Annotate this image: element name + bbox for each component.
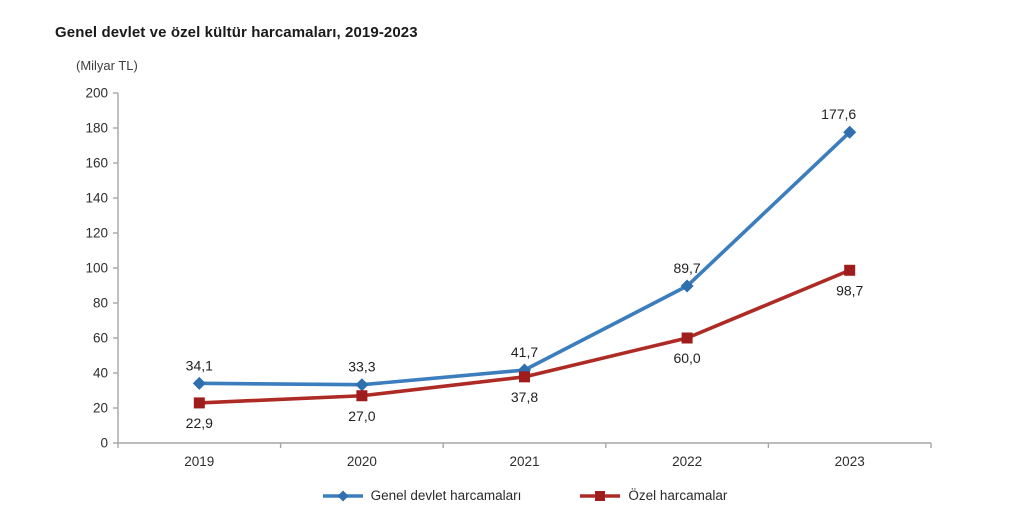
- data-point-label: 98,7: [836, 282, 863, 298]
- y-tick-label: 60: [93, 331, 108, 346]
- data-point-label: 22,9: [186, 415, 213, 431]
- axis-unit-label: (Milyar TL): [76, 58, 138, 73]
- legend-label: Genel devlet harcamaları: [370, 488, 522, 503]
- y-tick-label: 200: [85, 86, 108, 101]
- data-point-label: 34,1: [186, 357, 213, 373]
- y-tick-label: 120: [85, 226, 108, 241]
- data-point-marker: [844, 264, 856, 276]
- data-point-label: 177,6: [821, 106, 856, 122]
- legend-label: Özel harcamalar: [628, 488, 728, 503]
- data-point-marker: [680, 279, 694, 293]
- y-tick-label: 80: [93, 296, 108, 311]
- data-point-marker: [681, 332, 693, 344]
- data-point-marker: [843, 125, 857, 139]
- chart-title: Genel devlet ve özel kültür harcamaları,…: [55, 24, 418, 41]
- legend-item-ozel: Özel harcamalar: [579, 488, 727, 503]
- data-point-marker: [356, 390, 368, 402]
- x-tick-label: 2019: [184, 454, 214, 469]
- x-tick-label: 2020: [347, 454, 377, 469]
- data-point-label: 41,7: [511, 344, 538, 360]
- data-point-label: 27,0: [348, 408, 375, 424]
- data-point-marker: [192, 376, 206, 390]
- data-point-label: 60,0: [673, 350, 700, 366]
- data-point-label: 33,3: [348, 359, 375, 375]
- data-point-label: 37,8: [511, 389, 538, 405]
- chart-legend: Genel devlet harcamaları Özel harcamalar: [118, 488, 931, 503]
- data-point-marker: [519, 371, 530, 383]
- data-point-marker: [355, 378, 369, 392]
- legend-line-square-icon: [580, 490, 621, 501]
- x-tick-label: 2021: [509, 454, 539, 469]
- x-tick-label: 2022: [672, 454, 702, 469]
- data-point-marker: [193, 397, 205, 409]
- y-tick-label: 180: [85, 121, 108, 136]
- y-tick-label: 0: [100, 436, 108, 451]
- legend-line-diamond-icon: [322, 490, 363, 501]
- y-tick-label: 140: [85, 191, 108, 206]
- y-tick-label: 160: [85, 156, 108, 171]
- x-tick-label: 2023: [835, 454, 865, 469]
- y-tick-label: 20: [93, 401, 108, 416]
- legend-item-genel-devlet: Genel devlet harcamaları: [322, 488, 522, 503]
- y-tick-label: 40: [93, 366, 108, 381]
- y-tick-label: 100: [85, 261, 108, 276]
- data-point-label: 89,7: [673, 260, 700, 276]
